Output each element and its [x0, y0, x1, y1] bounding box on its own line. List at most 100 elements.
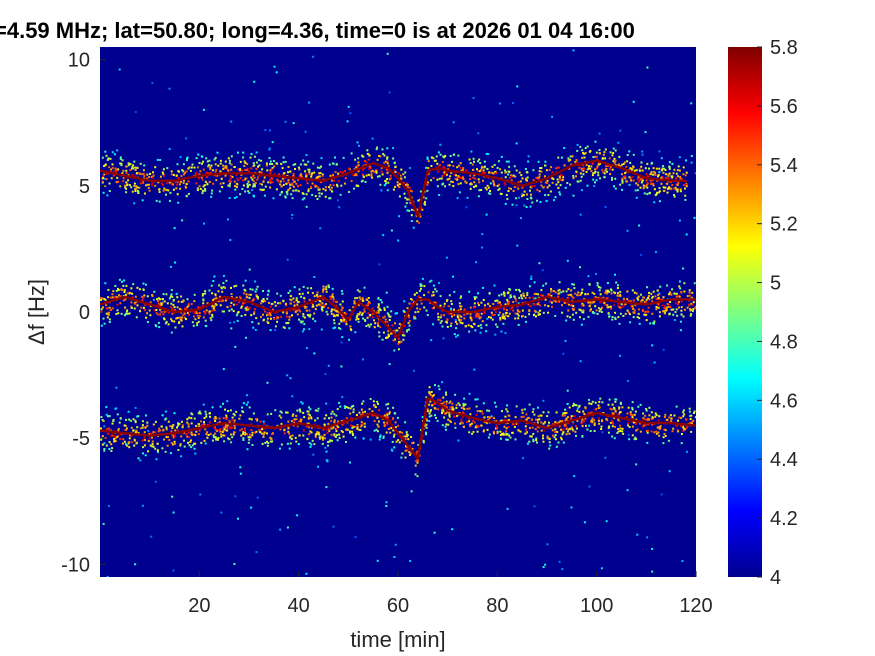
trace-point	[267, 314, 270, 317]
trace-point	[663, 167, 666, 170]
trace-point	[152, 171, 154, 174]
trace-point	[114, 440, 117, 443]
trace-point	[606, 164, 609, 167]
trace-point	[161, 447, 164, 450]
trace-point	[229, 426, 232, 429]
trace-point	[632, 153, 635, 156]
trace-point	[609, 151, 612, 154]
trace-point	[507, 426, 510, 428]
trace-point	[596, 282, 599, 284]
trace-point	[641, 418, 644, 421]
trace-point	[660, 169, 663, 172]
trace-point	[606, 170, 608, 173]
trace-point	[380, 301, 383, 304]
trace-point	[633, 291, 636, 294]
trace-point	[416, 459, 419, 462]
x-tick-label: 20	[188, 595, 210, 617]
speckle-dot	[678, 219, 681, 222]
trace-point	[143, 436, 146, 439]
trace-point	[342, 171, 344, 174]
trace-point	[645, 418, 648, 421]
trace-point	[171, 443, 174, 446]
trace-point	[213, 427, 216, 429]
trace-point	[528, 417, 530, 420]
trace-point	[244, 178, 247, 181]
trace-point	[443, 156, 446, 159]
trace-point	[116, 303, 119, 306]
trace-point	[114, 434, 117, 437]
trace-point	[151, 440, 154, 443]
trace-point	[323, 423, 326, 426]
trace-point	[580, 420, 583, 423]
trace-point	[580, 323, 583, 326]
trace-point	[550, 294, 553, 297]
speckle-dot	[393, 556, 396, 558]
trace-point	[171, 427, 174, 430]
trace-point	[543, 175, 546, 178]
trace-point	[341, 300, 344, 303]
trace-point	[458, 302, 461, 305]
trace-point	[452, 153, 455, 156]
trace-point	[386, 178, 388, 180]
trace-point	[404, 438, 407, 440]
trace-point	[444, 167, 447, 170]
trace-point	[284, 160, 287, 163]
speckle-dot	[614, 273, 616, 276]
trace-point	[475, 425, 478, 428]
trace-point	[542, 440, 545, 443]
trace-point	[521, 411, 524, 414]
trace-point	[134, 190, 137, 192]
trace-point	[497, 160, 500, 163]
trace-point	[249, 288, 252, 291]
trace-point	[261, 442, 264, 445]
trace-point	[483, 307, 486, 310]
speckle-dot	[619, 129, 622, 132]
trace-point	[684, 198, 687, 201]
trace-point	[298, 434, 301, 437]
trace-point	[579, 145, 582, 148]
trace-point	[519, 430, 522, 433]
trace-point	[355, 318, 358, 321]
trace-point	[142, 306, 145, 309]
trace-point	[133, 307, 136, 310]
trace-point	[432, 323, 435, 326]
trace-point	[358, 296, 361, 299]
trace-point	[580, 175, 583, 178]
trace-point	[406, 307, 409, 310]
trace-point	[522, 186, 525, 188]
trace-point	[103, 322, 106, 325]
trace-point	[391, 449, 394, 452]
trace-point	[492, 430, 495, 433]
trace-point	[183, 316, 186, 319]
trace-point	[195, 182, 198, 185]
speckle-dot	[576, 407, 579, 410]
trace-point	[104, 163, 107, 166]
trace-point	[367, 323, 370, 326]
trace-point	[226, 400, 229, 403]
trace-point	[190, 439, 192, 442]
trace-point	[536, 421, 539, 424]
trace-point	[108, 448, 111, 450]
trace-point	[628, 438, 631, 441]
trace-point	[186, 312, 189, 314]
trace-point	[179, 316, 182, 319]
trace-point	[249, 156, 252, 159]
trace-point	[547, 293, 550, 296]
trace-point	[149, 314, 152, 317]
trace-point	[130, 306, 133, 309]
trace-point	[599, 293, 602, 296]
trace-point	[591, 417, 594, 420]
trace-point	[309, 408, 312, 411]
trace-point	[282, 161, 285, 164]
trace-point	[669, 414, 672, 417]
trace-point	[266, 169, 269, 172]
trace-point	[242, 437, 245, 440]
trace-point	[163, 300, 166, 303]
trace-point	[654, 415, 657, 418]
trace-point	[503, 433, 506, 436]
trace-point	[509, 308, 512, 311]
trace-point	[594, 168, 597, 171]
trace-point	[299, 418, 302, 421]
trace-point	[386, 417, 389, 420]
trace-point	[617, 418, 620, 421]
